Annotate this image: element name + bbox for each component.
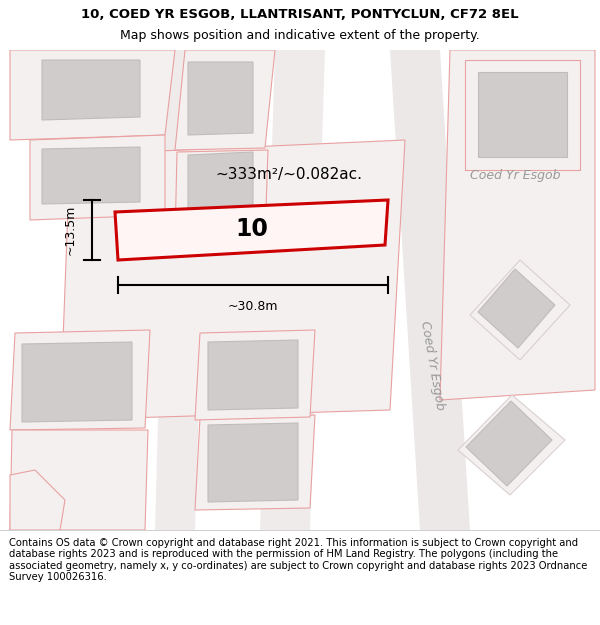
Polygon shape (22, 342, 132, 422)
Polygon shape (10, 50, 175, 140)
Polygon shape (440, 50, 595, 400)
Polygon shape (188, 62, 253, 135)
Polygon shape (60, 140, 405, 420)
Text: Contains OS data © Crown copyright and database right 2021. This information is : Contains OS data © Crown copyright and d… (9, 538, 587, 582)
Polygon shape (42, 60, 140, 120)
Polygon shape (10, 330, 150, 430)
Polygon shape (470, 260, 570, 360)
Text: 10: 10 (235, 217, 268, 241)
Polygon shape (175, 50, 275, 150)
Text: Coed Yr Esgob: Coed Yr Esgob (470, 169, 560, 181)
Polygon shape (115, 200, 388, 260)
Text: 10, COED YR ESGOB, LLANTRISANT, PONTYCLUN, CF72 8EL: 10, COED YR ESGOB, LLANTRISANT, PONTYCLU… (81, 8, 519, 21)
Polygon shape (466, 401, 552, 486)
Polygon shape (155, 50, 210, 530)
Polygon shape (390, 50, 470, 530)
Polygon shape (188, 152, 253, 225)
Polygon shape (478, 72, 567, 157)
Polygon shape (208, 423, 298, 502)
Text: Coed Yr Esgob: Coed Yr Esgob (418, 319, 446, 411)
Polygon shape (10, 430, 148, 530)
Polygon shape (195, 415, 315, 510)
Polygon shape (195, 330, 315, 420)
Polygon shape (458, 395, 565, 495)
Text: ~13.5m: ~13.5m (64, 205, 77, 255)
Polygon shape (478, 269, 555, 348)
Polygon shape (30, 135, 165, 220)
Text: ~333m²/~0.082ac.: ~333m²/~0.082ac. (215, 168, 362, 182)
Polygon shape (208, 340, 298, 410)
Polygon shape (175, 150, 268, 240)
Text: Map shows position and indicative extent of the property.: Map shows position and indicative extent… (120, 29, 480, 42)
Polygon shape (465, 60, 580, 170)
Polygon shape (10, 470, 65, 530)
Polygon shape (260, 50, 325, 530)
Text: ~30.8m: ~30.8m (228, 301, 278, 314)
Polygon shape (42, 147, 140, 204)
